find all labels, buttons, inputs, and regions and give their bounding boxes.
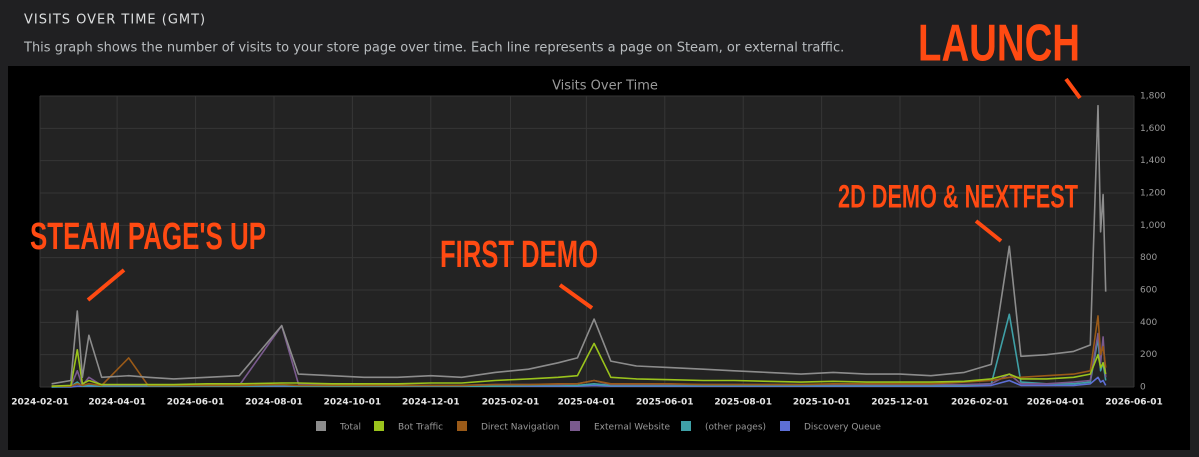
legend-label: Direct Navigation	[481, 423, 559, 433]
legend-swatch	[457, 421, 467, 431]
x-tick-label: 2025-04-01	[558, 398, 616, 408]
legend-label: Total	[339, 423, 361, 433]
annotation: STEAM PAGE'S UP	[30, 216, 266, 258]
x-tick-label: 2024-08-01	[245, 398, 303, 408]
legend-swatch	[681, 421, 691, 431]
annotation-arrow	[86, 268, 126, 302]
annotation: 2D DEMO & NEXTFEST	[838, 178, 1078, 214]
x-tick-label: 2024-06-01	[167, 398, 225, 408]
x-tick-label: 2024-10-01	[324, 398, 382, 408]
y-tick-label: 1,600	[1140, 124, 1166, 134]
plot-area	[40, 96, 1134, 387]
section-description: This graph shows the number of visits to…	[23, 41, 844, 56]
y-tick-label: 0	[1140, 383, 1146, 393]
x-tick-label: 2025-08-01	[714, 398, 772, 408]
series-line	[51, 313, 1107, 388]
x-tick-label: 2026-04-01	[1027, 398, 1085, 408]
legend-label: External Website	[594, 423, 671, 433]
y-tick-label: 800	[1140, 253, 1157, 263]
y-tick-label: 1,800	[1140, 92, 1166, 102]
legend-swatch	[316, 421, 326, 431]
y-tick-label: 400	[1140, 318, 1157, 328]
legend-swatch	[570, 421, 580, 431]
annotation-arrow	[974, 219, 1003, 243]
x-tick-label: 2026-02-01	[951, 398, 1009, 408]
legend-swatch	[780, 421, 790, 431]
annotation: FIRST DEMO	[440, 234, 598, 276]
annotation-arrow	[558, 283, 594, 310]
section-title: VISITS OVER TIME (GMT)	[24, 13, 206, 28]
annotations: LAUNCH STEAM PAGE'S UP FIRST DEMO 2D DEM…	[30, 15, 1082, 310]
y-tick-label: 200	[1140, 350, 1157, 360]
x-tick-label: 2024-04-01	[88, 398, 146, 408]
y-tick-label: 1,400	[1140, 156, 1166, 166]
chart-title: Visits Over Time	[552, 79, 658, 94]
x-tick-label: 2024-02-01	[11, 398, 69, 408]
x-tick-label: 2025-06-01	[636, 398, 694, 408]
x-tick-label: 2025-12-01	[871, 398, 929, 408]
legend-label: (other pages)	[705, 423, 766, 433]
series-line	[51, 104, 1107, 385]
annotation: LAUNCH	[918, 15, 1080, 73]
legend-swatch	[374, 421, 384, 431]
legend-label: Discovery Queue	[804, 423, 881, 433]
series-line	[51, 342, 1107, 387]
x-tick-label: 2024-12-01	[402, 398, 460, 408]
x-tick-label: 2025-10-01	[793, 398, 851, 408]
x-tick-label: 2025-02-01	[482, 398, 540, 408]
y-tick-label: 1,000	[1140, 221, 1166, 231]
y-tick-label: 1,200	[1140, 189, 1166, 199]
legend-label: Bot Traffic	[398, 423, 443, 433]
annotation-arrow	[1064, 77, 1082, 100]
x-tick-label: 2026-06-01	[1105, 398, 1163, 408]
y-tick-label: 600	[1140, 286, 1157, 296]
